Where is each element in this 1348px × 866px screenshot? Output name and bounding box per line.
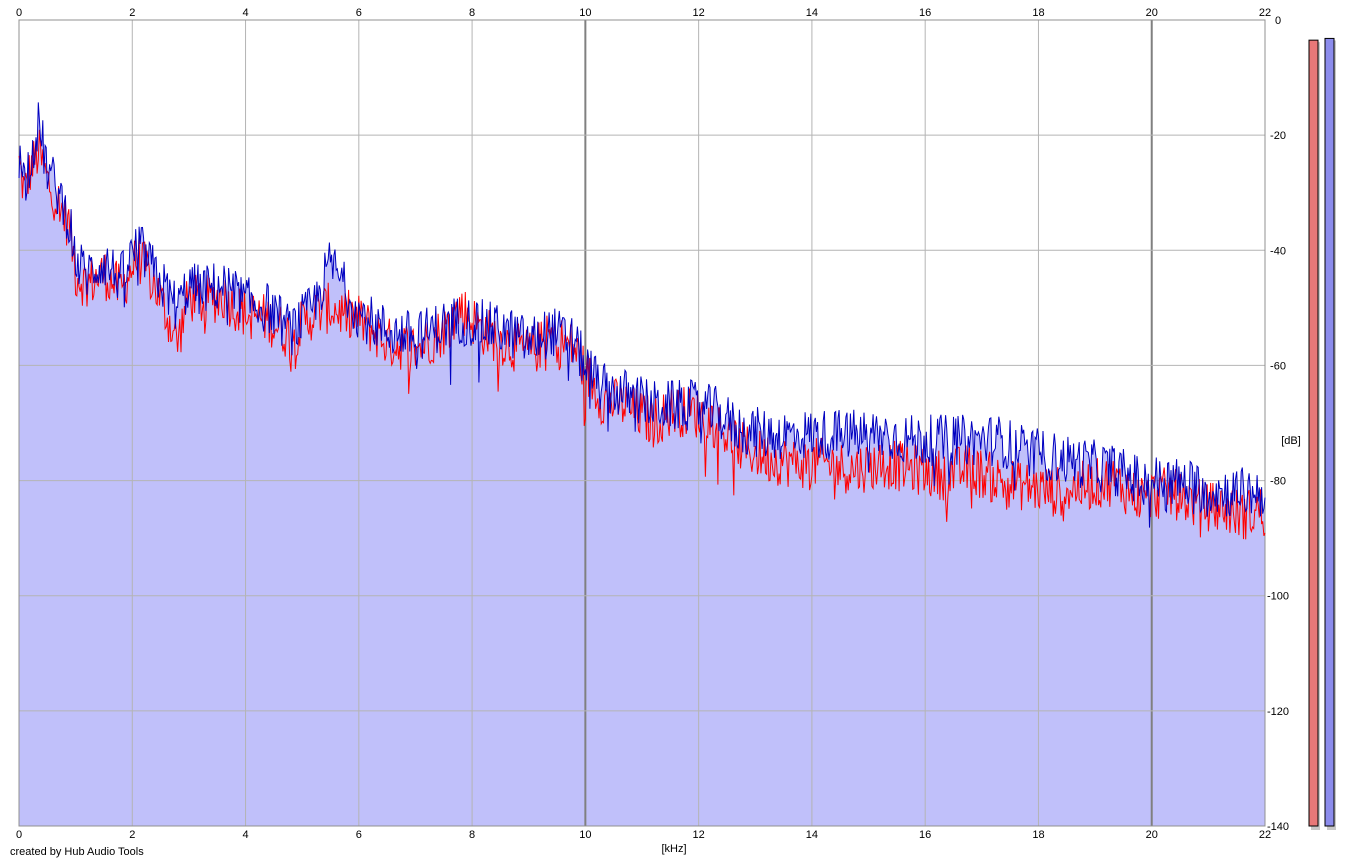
plot-border <box>18 19 1266 827</box>
y-tick-label: -20 <box>1270 130 1286 142</box>
x-tick-label-bottom: 22 <box>1259 829 1271 841</box>
x-tick-label-bottom: 14 <box>806 829 818 841</box>
credit-text: created by Hub Audio Tools <box>10 846 144 858</box>
y-axis-label: [dB] <box>1281 435 1301 447</box>
spectrum-area <box>19 102 1265 826</box>
x-tick-label-bottom: 20 <box>1146 829 1158 841</box>
x-tick-label-top: 22 <box>1259 7 1271 19</box>
x-tick-label-bottom: 18 <box>1032 829 1044 841</box>
series-blue-line <box>18 102 1266 528</box>
level-meter-left <box>1308 39 1319 827</box>
y-tick-label: -60 <box>1270 360 1286 372</box>
x-tick-label-top: 18 <box>1032 7 1044 19</box>
x-tick-label-bottom: 16 <box>919 829 931 841</box>
y-tick-label: -140 <box>1267 821 1289 833</box>
level-meter-right <box>1324 37 1335 827</box>
x-tick-label-bottom: 6 <box>356 829 362 841</box>
x-tick-label-top: 10 <box>579 7 591 19</box>
x-tick-label-top: 12 <box>693 7 705 19</box>
x-tick-label-bottom: 2 <box>129 829 135 841</box>
y-tick-label: 0 <box>1275 15 1281 27</box>
x-tick-label-top: 4 <box>242 7 248 19</box>
x-tick-label-top: 8 <box>469 7 475 19</box>
level-meters <box>1308 37 1336 831</box>
x-tick-label-bottom: 8 <box>469 829 475 841</box>
y-tick-label: -100 <box>1267 591 1289 603</box>
x-tick-label-bottom: 10 <box>579 829 591 841</box>
grid <box>18 19 1266 827</box>
y-tick-label: -40 <box>1270 245 1286 257</box>
x-tick-label-top: 14 <box>806 7 818 19</box>
x-tick-label-top: 20 <box>1146 7 1158 19</box>
x-tick-label-bottom: 4 <box>242 829 248 841</box>
x-axis-label: [kHz] <box>661 843 686 855</box>
x-ticks-bottom: 0 2 4 6 8 10 12 14 16 18 20 22 <box>16 829 1271 841</box>
y-ticks-right: 0 -20 -40 -60 -80 -100 -120 -140 <box>1267 15 1289 833</box>
x-tick-label-top: 0 <box>16 7 22 19</box>
x-tick-label-top: 6 <box>356 7 362 19</box>
x-ticks-top: 0 2 4 6 8 10 12 14 16 18 20 22 <box>16 7 1271 19</box>
x-tick-label-top: 2 <box>129 7 135 19</box>
spectrum-fill <box>19 102 1265 826</box>
y-tick-label: -120 <box>1267 706 1289 718</box>
y-tick-label: -80 <box>1270 476 1286 488</box>
x-tick-label-top: 16 <box>919 7 931 19</box>
x-tick-label-bottom: 0 <box>16 829 22 841</box>
series-lines <box>18 102 1266 540</box>
x-tick-label-bottom: 12 <box>693 829 705 841</box>
